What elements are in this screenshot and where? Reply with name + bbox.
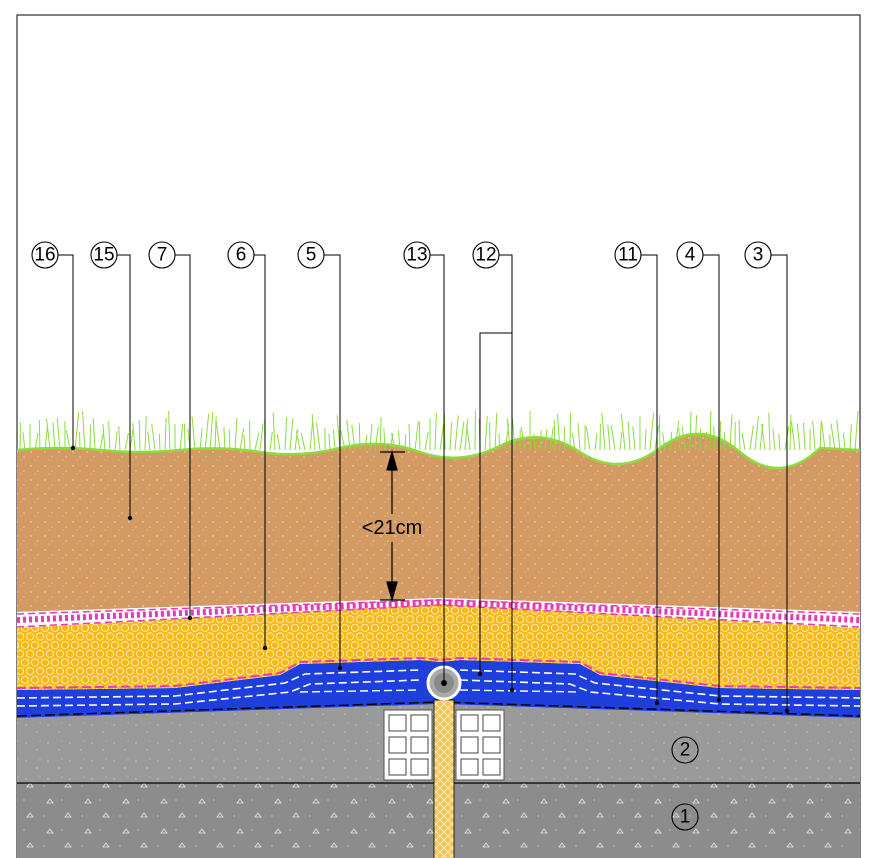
layer-label-2: 2 xyxy=(671,736,699,764)
callout-6-circle xyxy=(227,241,255,269)
callout-15-circle xyxy=(90,241,118,269)
leader-lines xyxy=(58,254,790,714)
callout-7-circle xyxy=(148,241,176,269)
block-grid-left xyxy=(383,709,433,781)
leader-endpoint-dot xyxy=(70,445,76,451)
dimension-label: <21cm xyxy=(362,517,423,539)
callout-4-text: 4 xyxy=(685,245,696,266)
callout-12: 12 xyxy=(472,241,500,269)
leader-endpoint-dot xyxy=(187,615,193,621)
root-barrier-teeth xyxy=(17,598,860,623)
drainage-dashes-3 xyxy=(299,689,581,693)
leader-endpoint-dot xyxy=(784,708,790,714)
dimension-arrow xyxy=(380,449,405,603)
leader-endpoint-dot xyxy=(337,665,343,671)
root-barrier-edge-bot xyxy=(17,604,860,628)
callout-16-text: 16 xyxy=(34,245,55,266)
root-barrier-edge-top xyxy=(17,599,860,615)
callout-11: 11 xyxy=(614,241,642,269)
joint-filler xyxy=(433,699,455,858)
leader-endpoint-dot xyxy=(509,687,515,693)
svg-text:2: 2 xyxy=(680,740,691,761)
callout-11-text: 11 xyxy=(618,245,638,266)
leader-endpoint-dot xyxy=(127,515,133,521)
callout-7: 7 xyxy=(148,241,176,269)
callout-15: 15 xyxy=(90,241,118,269)
callout-3: 3 xyxy=(744,241,772,269)
callout-16: 16 xyxy=(31,241,59,269)
callout-12-text: 12 xyxy=(475,245,496,266)
drainage-dashes-2 xyxy=(17,679,860,707)
callout-6: 6 xyxy=(227,241,255,269)
callout-3-circle xyxy=(744,241,772,269)
drainage-dashes xyxy=(17,669,860,699)
leader-endpoint-dot xyxy=(262,645,268,651)
callout-12-circle xyxy=(472,241,500,269)
leader-endpoint-dot xyxy=(654,700,660,706)
grass-surface xyxy=(17,432,860,470)
filter-membrane-lower xyxy=(17,656,860,689)
callout-5: 5 xyxy=(297,241,325,269)
callout-5-text: 5 xyxy=(306,245,317,266)
soil-layer xyxy=(17,433,860,612)
callout-5-circle xyxy=(297,241,325,269)
leader-endpoint-dot xyxy=(716,697,722,703)
layer-label-1: 1 xyxy=(671,803,699,831)
block-grid-right xyxy=(455,709,505,781)
callout-3-text: 3 xyxy=(753,245,764,266)
callout-6-text: 6 xyxy=(236,245,247,266)
grass-blades xyxy=(19,410,859,451)
callout-13-circle xyxy=(403,241,431,269)
leader-endpoint-dot xyxy=(441,680,447,686)
callouts: 16 15 7 6 5 13 12 11 4 3 xyxy=(31,241,772,269)
callout-11-circle xyxy=(614,241,642,269)
callout-13-text: 13 xyxy=(406,245,427,266)
callout-16-circle xyxy=(31,241,59,269)
callout-15-text: 15 xyxy=(93,245,114,266)
root-barrier-layer xyxy=(17,598,860,628)
gravel-layer xyxy=(17,604,860,690)
callout-4: 4 xyxy=(676,241,704,269)
callout-4-circle xyxy=(676,241,704,269)
svg-text:1: 1 xyxy=(680,807,691,828)
callout-7-text: 7 xyxy=(157,245,168,266)
callout-13: 13 xyxy=(403,241,431,269)
leader-endpoint-dot xyxy=(477,671,483,677)
